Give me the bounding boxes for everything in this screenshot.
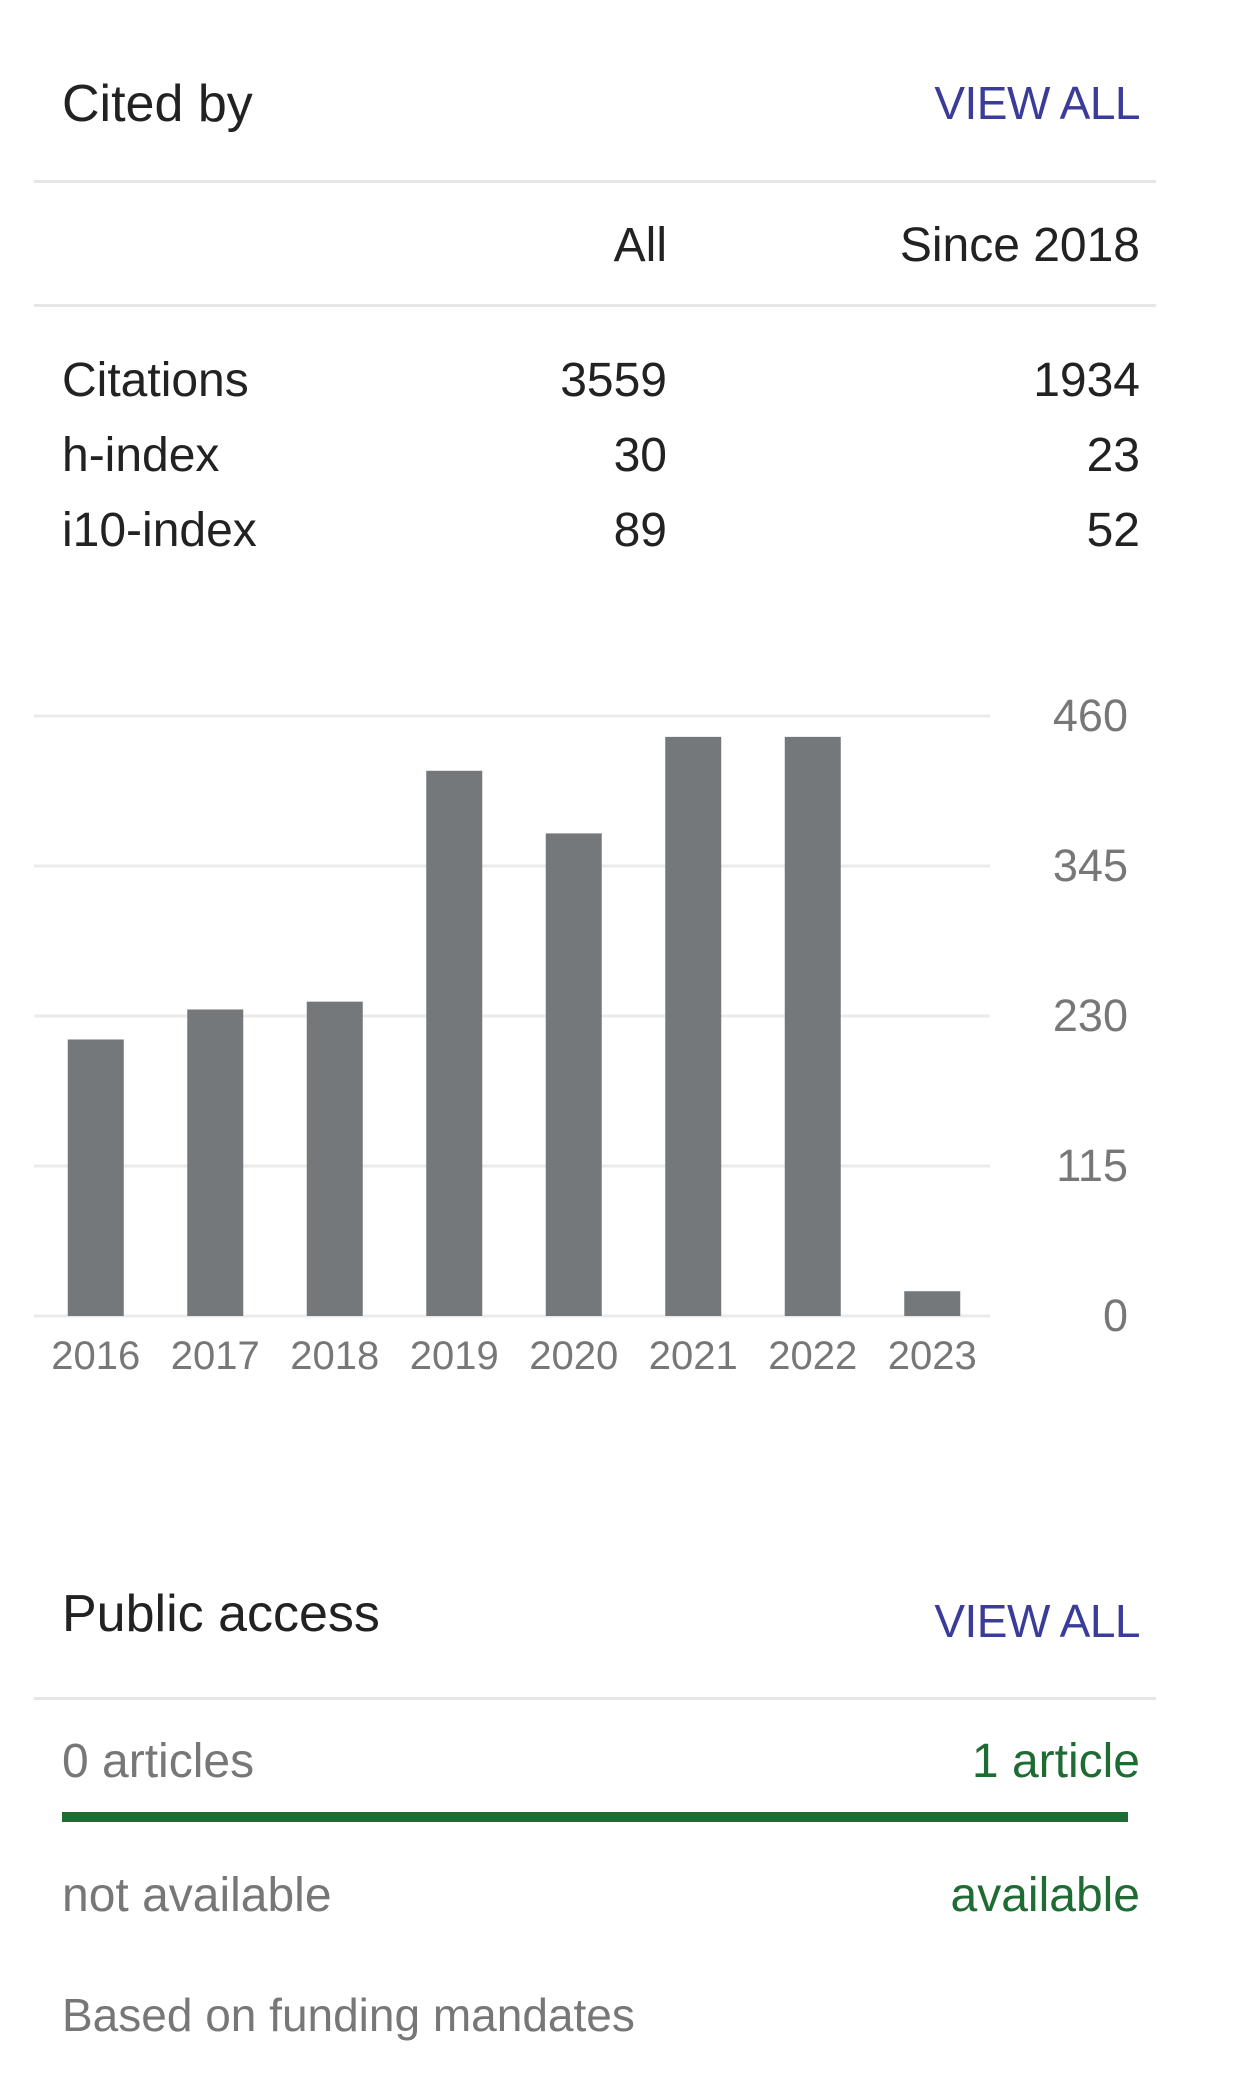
- citations-all-value: 3559: [560, 354, 667, 407]
- column-header-all: All: [613, 219, 667, 272]
- x-tick-label: 2023: [888, 1334, 977, 1378]
- public-access-progress-bar: [62, 1812, 1128, 1822]
- x-tick-label: 2021: [649, 1334, 738, 1378]
- y-tick-label: 0: [1103, 1290, 1128, 1341]
- h-index-all-value: 30: [613, 429, 667, 482]
- available-count[interactable]: 1 article: [971, 1735, 1140, 1788]
- row-label-i10-index[interactable]: i10-index: [62, 504, 257, 557]
- bar-2019[interactable]: [426, 770, 483, 1316]
- y-tick-label: 230: [1053, 990, 1128, 1041]
- x-tick-label: 2017: [171, 1334, 260, 1378]
- cited-by-title: Cited by: [62, 75, 253, 133]
- divider: [34, 1697, 1156, 1700]
- citations-per-year-chart: 0 115 230 345 460 2016 2017 2018 2019 2020 2021 202…: [34, 690, 1128, 1378]
- citations-since-value: 1934: [1033, 354, 1140, 407]
- public-access-title: Public access: [62, 1585, 380, 1643]
- bar-2023[interactable]: [904, 1291, 961, 1316]
- not-available-count[interactable]: 0 articles: [62, 1735, 255, 1788]
- funding-mandates-note: Based on funding mandates: [62, 1989, 635, 2041]
- x-tick-label: 2020: [529, 1334, 618, 1378]
- x-tick-label: 2016: [51, 1334, 140, 1378]
- i10-index-since-value: 52: [1086, 504, 1140, 557]
- public-access-view-all-link[interactable]: VIEW ALL: [934, 1595, 1140, 1647]
- divider: [34, 180, 1156, 183]
- bar-2022[interactable]: [784, 736, 841, 1316]
- row-label-h-index[interactable]: h-index: [62, 429, 220, 482]
- available-label: available: [950, 1869, 1140, 1922]
- row-label-citations[interactable]: Citations: [62, 354, 249, 407]
- y-tick-label: 115: [1056, 1140, 1128, 1191]
- divider: [34, 304, 1156, 307]
- x-tick-label: 2019: [410, 1334, 499, 1378]
- h-index-since-value: 23: [1086, 429, 1140, 482]
- column-header-since-2018: Since 2018: [899, 219, 1140, 272]
- bar-2016[interactable]: [67, 1039, 124, 1316]
- y-tick-label: 345: [1053, 840, 1128, 891]
- bar-2020[interactable]: [545, 833, 602, 1316]
- y-tick-label: 460: [1053, 690, 1128, 741]
- x-tick-label: 2022: [768, 1334, 857, 1378]
- x-tick-label: 2018: [290, 1334, 379, 1378]
- cited-by-view-all-link[interactable]: VIEW ALL: [934, 77, 1140, 129]
- bar-2021[interactable]: [665, 736, 722, 1316]
- not-available-label: not available: [62, 1869, 332, 1922]
- bar-2017[interactable]: [187, 1009, 244, 1316]
- i10-index-all-value: 89: [613, 504, 667, 557]
- bar-2018[interactable]: [306, 1001, 363, 1316]
